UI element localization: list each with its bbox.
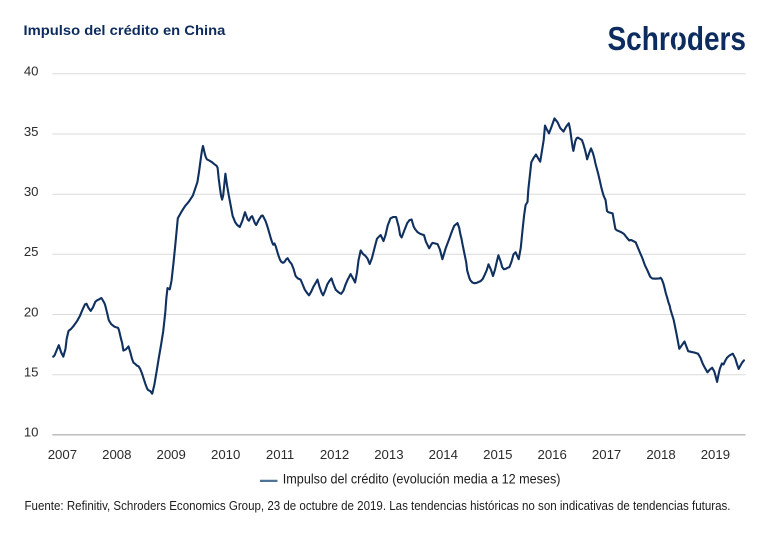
svg-text:Impulso del crédito (evolución: Impulso del crédito (evolución media a 1… — [283, 472, 561, 487]
svg-text:25: 25 — [24, 244, 39, 259]
svg-text:2010: 2010 — [211, 447, 240, 462]
svg-text:2017: 2017 — [592, 447, 621, 462]
svg-text:35: 35 — [24, 124, 39, 139]
svg-text:2011: 2011 — [266, 447, 294, 462]
svg-text:2015: 2015 — [483, 447, 512, 462]
svg-text:2007: 2007 — [48, 447, 77, 462]
svg-text:Schroders: Schroders — [608, 21, 747, 58]
svg-text:2016: 2016 — [538, 447, 567, 462]
svg-text:20: 20 — [24, 304, 39, 319]
svg-text:2009: 2009 — [157, 447, 186, 462]
svg-text:Impulso del crédito en China: Impulso del crédito en China — [24, 23, 226, 38]
svg-text:40: 40 — [24, 64, 39, 79]
svg-text:2013: 2013 — [374, 447, 403, 462]
svg-text:2014: 2014 — [429, 447, 458, 462]
svg-text:10: 10 — [24, 425, 39, 440]
svg-text:Fuente: Refinitiv, Schroders E: Fuente: Refinitiv, Schroders Economics G… — [25, 499, 731, 513]
svg-text:30: 30 — [24, 184, 39, 199]
svg-text:2008: 2008 — [102, 447, 131, 462]
svg-text:2018: 2018 — [646, 447, 675, 462]
svg-text:2019: 2019 — [701, 447, 730, 462]
svg-text:15: 15 — [24, 365, 39, 380]
svg-text:2012: 2012 — [320, 447, 349, 462]
